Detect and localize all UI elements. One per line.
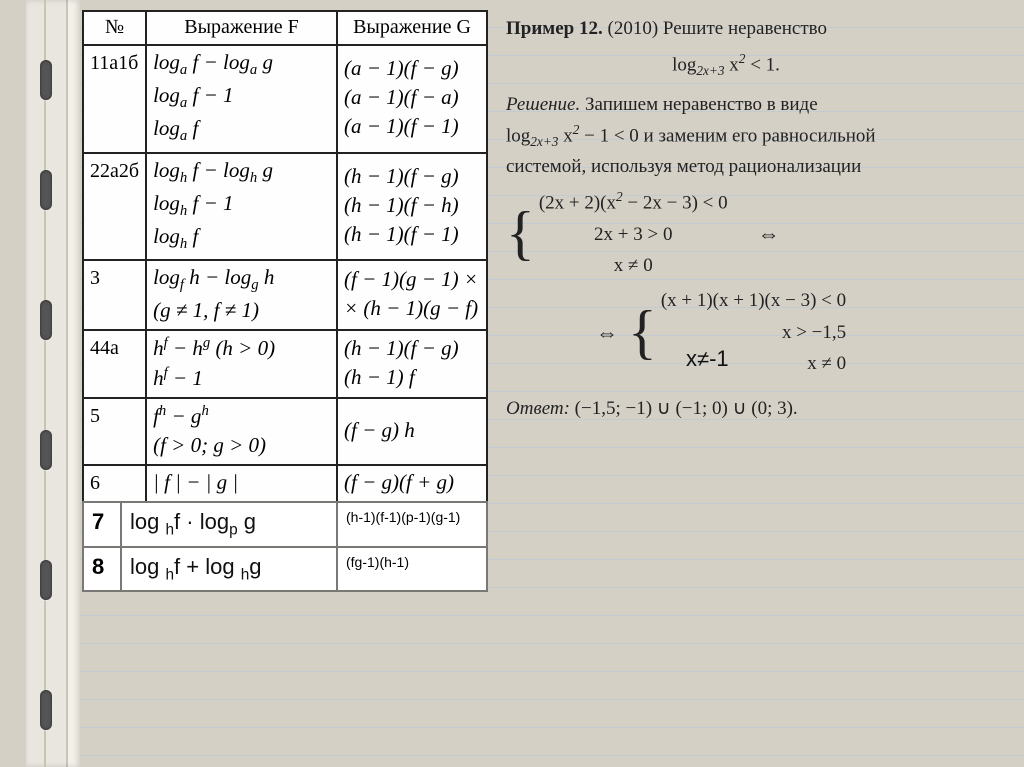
expression-f: hf − hg (h > 0)hf − 1 <box>146 330 337 398</box>
answer-value: (−1,5; −1) ∪ (−1; 0) ∪ (0; 3). <box>570 398 798 419</box>
rationalization-table: № Выражение F Выражение G 11а1бloga f − … <box>82 10 488 503</box>
table-row: 11а1бloga f − loga gloga f − 1loga f(a −… <box>83 45 487 153</box>
solution-line-2: log2x+3 x2 − 1 < 0 и заменим его равноси… <box>506 120 946 153</box>
expression-f: | f | − | g | <box>146 465 337 502</box>
brace-icon: { <box>628 285 657 379</box>
expression-f: logh f − logh glogh f − 1logh f <box>146 153 337 261</box>
expression-f: logf h − logg h(g ≠ 1, f ≠ 1) <box>146 260 337 330</box>
extra-row-g: (h-1)(f-1)(p-1)(g-1) <box>337 502 487 546</box>
right-column: Пример 12. (2010) Решите неравенство log… <box>506 10 946 592</box>
table-row: 22а2бlogh f − logh glogh f − 1logh f(h −… <box>83 153 487 261</box>
table-row: 6| f | − | g |(f − g)(f + g) <box>83 465 487 502</box>
row-numbers: 5 <box>83 398 146 465</box>
table-header-row: № Выражение F Выражение G <box>83 11 487 45</box>
expression-g: (f − g)(f + g) <box>337 465 487 502</box>
table-row: 5fh − gh(f > 0; g > 0)(f − g) h <box>83 398 487 465</box>
extra-row: 8log hf + log hg(fg-1)(h-1) <box>83 547 487 591</box>
extra-table: 7log hf · logp g(h-1)(f-1)(p-1)(g-1)8log… <box>82 501 488 592</box>
expression-g: (f − 1)(g − 1) ×× (h − 1)(g − f) <box>337 260 487 330</box>
row-numbers: 3 <box>83 260 146 330</box>
extra-row-num: 8 <box>83 547 121 591</box>
equiv-symbol-2: ⇔ <box>596 316 618 350</box>
page-content: № Выражение F Выражение G 11а1бloga f − … <box>82 10 1002 592</box>
left-column: № Выражение F Выражение G 11а1бloga f − … <box>82 10 488 592</box>
system-1-lines: (2x + 2)(x2 − 2x − 3) < 02x + 3 > 0x ≠ 0 <box>539 186 728 282</box>
row-numbers: 6 <box>83 465 146 502</box>
example-number: Пример 12. <box>506 18 603 39</box>
equiv-symbol-1: ⇔ <box>758 217 780 251</box>
answer-label: Ответ: <box>506 398 570 419</box>
table-row: 44аhf − hg (h > 0)hf − 1(h − 1)(f − g)(h… <box>83 330 487 398</box>
expression-g: (h − 1)(f − g)(h − 1) f <box>337 330 487 398</box>
example-title: Пример 12. (2010) Решите неравенство <box>506 14 946 43</box>
annotation-xneq: x≠-1 <box>686 342 729 376</box>
solution-label: Решение. <box>506 94 580 115</box>
expression-f: loga f − loga gloga f − 1loga f <box>146 45 337 153</box>
col-header-f: Выражение F <box>146 11 337 45</box>
answer-line: Ответ: (−1,5; −1) ∪ (−1; 0) ∪ (0; 3). <box>506 394 946 423</box>
expression-g: (f − g) h <box>337 398 487 465</box>
extra-row-num: 7 <box>83 502 121 546</box>
binder-holes <box>40 0 58 767</box>
solution-line-1: Решение. Запишем неравенство в виде <box>506 90 946 119</box>
expression-g: (h − 1)(f − g)(h − 1)(f − h)(h − 1)(f − … <box>337 153 487 261</box>
expression-f: fh − gh(f > 0; g > 0) <box>146 398 337 465</box>
row-numbers: 44а <box>83 330 146 398</box>
extra-row-f: log hf · logp g <box>121 502 337 546</box>
solution-line-3: системой, используя метод рационализации <box>506 152 946 181</box>
system-1: { (2x + 2)(x2 − 2x − 3) < 02x + 3 > 0x ≠… <box>506 186 946 282</box>
brace-icon: { <box>506 186 535 282</box>
col-header-g: Выражение G <box>337 11 487 45</box>
example-prompt: (2010) Решите неравенство <box>603 18 827 39</box>
expression-g: (a − 1)(f − g)(a − 1)(f − a)(a − 1)(f − … <box>337 45 487 153</box>
extra-row-g: (fg-1)(h-1) <box>337 547 487 591</box>
row-numbers: 11а1б <box>83 45 146 153</box>
col-header-num: № <box>83 11 146 45</box>
extra-row: 7log hf · logp g(h-1)(f-1)(p-1)(g-1) <box>83 502 487 546</box>
table-row: 3logf h − logg h(g ≠ 1, f ≠ 1)(f − 1)(g … <box>83 260 487 330</box>
inequality: log2x+3 x2 < 1. <box>506 49 946 82</box>
system-2: ⇔ { (x + 1)(x + 1)(x − 3) < 0x > −1,5x ≠… <box>586 285 946 379</box>
row-numbers: 22а2б <box>83 153 146 261</box>
extra-row-f: log hf + log hg <box>121 547 337 591</box>
